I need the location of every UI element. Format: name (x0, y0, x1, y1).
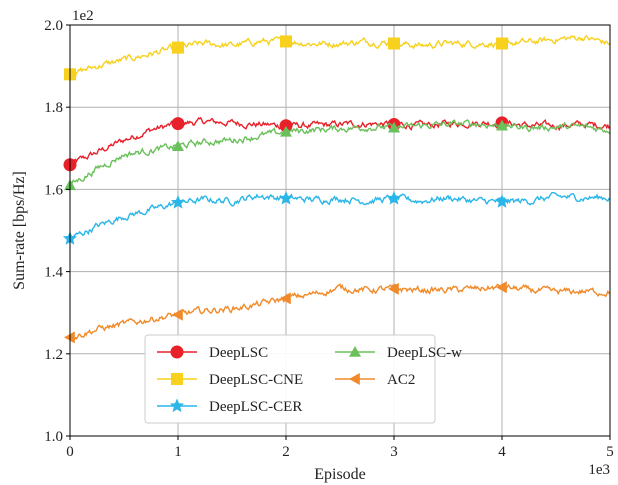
legend-label: DeepLSC-w (387, 345, 462, 361)
series-marker-deeplsc-w (172, 140, 184, 152)
legend-label: DeepLSC-CER (209, 399, 302, 415)
legend-label: DeepLSC (209, 345, 268, 361)
x-tick-label: 3 (390, 444, 398, 460)
tick-labels: 0 1 2 3 4 5 1.0 1.2 1.4 1.6 1.8 2.0 (44, 18, 614, 460)
x-tick-label: 1 (174, 444, 182, 460)
plot-frame (69, 24, 611, 437)
series-marker-ac2 (496, 281, 507, 294)
series-marker-ac2 (64, 331, 75, 344)
series-line-ac2 (69, 283, 611, 341)
x-axis-label: Episode (314, 466, 366, 483)
y-tick-label: 1.4 (44, 265, 63, 281)
legend-marker (171, 373, 183, 385)
series-marker-deeplsc-cne (280, 35, 292, 48)
legend-box (144, 334, 436, 424)
series-marker-deeplsc-cne (172, 41, 184, 54)
y-axis-label: Sum-rate [bps/Hz] (11, 171, 28, 290)
series-marker-deeplsc-cne (388, 37, 400, 50)
series-marker-ac2 (172, 308, 183, 321)
legend-marker (170, 345, 184, 359)
series-line-deeplsc-w (69, 119, 611, 186)
x-tick-label: 0 (66, 444, 74, 460)
y-tick-label: 2.0 (44, 18, 63, 34)
x-tick-label: 2 (282, 444, 290, 460)
legend-marker (349, 373, 360, 385)
legend-label: DeepLSC-CNE (209, 372, 303, 388)
series-marker-deeplsc-cer (386, 190, 402, 205)
series-marker-deeplsc-cer (494, 194, 510, 208)
series-line-deeplsc-cne (69, 34, 611, 79)
series-marker-deeplsc-w (496, 119, 508, 131)
y-tick-label: 1.8 (44, 100, 63, 116)
series-marker-ac2 (388, 282, 399, 295)
axes (69, 24, 611, 437)
series-marker-ac2 (280, 292, 291, 305)
y-multiplier-label: 1e2 (72, 8, 94, 24)
y-tick-label: 1.2 (44, 347, 63, 363)
legend-marker (349, 346, 361, 357)
series-line-deeplsc-cer (69, 191, 611, 240)
y-tick-label: 1.0 (44, 429, 63, 445)
series-marker-deeplsc-w (388, 121, 400, 133)
legend: DeepLSC DeepLSC-CNE DeepLSC-CER DeepLSC-w AC… (144, 334, 462, 424)
series-marker-deeplsc-cne (496, 37, 508, 50)
series-marker-deeplsc-w (280, 125, 292, 137)
y-tick-label: 1.6 (44, 182, 63, 198)
series-marker-deeplsc-cer (170, 195, 186, 209)
series-line-deeplsc (69, 116, 611, 166)
x-tick-label: 5 (606, 444, 614, 460)
series-group (62, 34, 611, 344)
series-marker-deeplsc-cer (278, 190, 294, 205)
legend-marker (169, 398, 185, 413)
x-tick-label: 4 (498, 444, 506, 460)
legend-label: AC2 (387, 372, 415, 388)
series-marker-deeplsc (171, 117, 185, 131)
x-multiplier-label: 1e3 (588, 462, 610, 478)
